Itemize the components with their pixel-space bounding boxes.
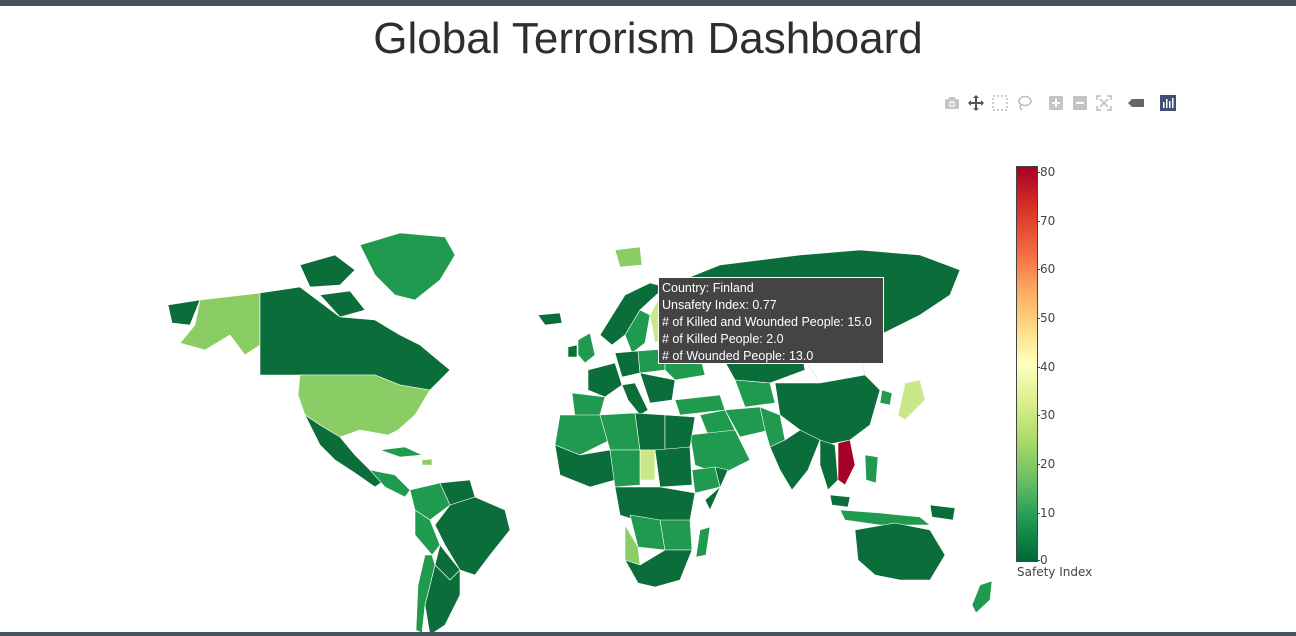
country-somalia	[704, 466, 729, 511]
country-argentina	[424, 564, 461, 635]
country-uk	[577, 332, 596, 364]
country-italy	[621, 382, 649, 416]
country-japan	[897, 379, 926, 421]
colorbar-tick-80: 80	[1036, 165, 1056, 179]
lasso-select-icon[interactable]	[1012, 93, 1036, 113]
country-vietnam	[837, 439, 856, 486]
country-chad	[639, 449, 656, 481]
country-peru	[414, 509, 441, 556]
country-north-africa-west	[554, 414, 611, 456]
plot-modebar	[940, 92, 1180, 114]
tooltip-wounded: # of Wounded People: 13.0	[662, 349, 814, 363]
country-egypt	[664, 414, 696, 451]
colorbar-tick-0: 0	[1037, 553, 1048, 567]
colorbar	[1016, 166, 1038, 562]
country-australia	[854, 522, 946, 581]
bottom-border	[0, 632, 1296, 636]
country-madagascar	[695, 526, 711, 558]
country-sudan	[654, 446, 693, 488]
top-accent-bar	[0, 0, 1296, 6]
tooltip-killed-wounded: # of Killed and Wounded People: 15.0	[662, 315, 872, 329]
colorbar-tick-60: 60	[1036, 262, 1056, 276]
country-png	[929, 504, 956, 521]
country-iceland	[537, 312, 563, 326]
tooltip-unsafety-index: Unsafety Index: 0.77	[662, 298, 777, 312]
hover-tooltip: Country: Finland Unsafety Index: 0.77 # …	[658, 277, 884, 364]
colorbar-tick-50: 50	[1036, 311, 1056, 325]
country-germany	[614, 350, 641, 378]
zoom-out-icon[interactable]	[1068, 93, 1092, 113]
hover-compare-icon[interactable]	[1124, 93, 1148, 113]
colorbar-tick-20: 20	[1036, 457, 1056, 471]
country-saudi-arabia	[689, 429, 751, 476]
country-philippines	[864, 454, 879, 484]
country-korea	[879, 389, 893, 406]
country-chile	[415, 554, 436, 634]
country-sweden	[624, 309, 651, 354]
colorbar-tick-10: 10	[1036, 506, 1056, 520]
country-southern-africa	[624, 549, 693, 588]
country-indonesia	[839, 509, 931, 526]
country-algeria	[599, 412, 641, 451]
box-select-icon[interactable]	[988, 93, 1012, 113]
colorbar-tick-30: 30	[1036, 408, 1056, 422]
country-central-asia	[734, 379, 776, 408]
tooltip-killed: # of Killed People: 2.0	[662, 332, 784, 346]
pan-icon[interactable]	[964, 93, 988, 113]
colorbar-tick-70: 70	[1036, 214, 1056, 228]
country-ireland	[567, 344, 578, 358]
country-alaska-west	[167, 299, 201, 326]
country-china	[774, 374, 881, 446]
country-new-zealand	[971, 580, 993, 614]
colorbar-tick-40: 40	[1036, 360, 1056, 374]
country-central-america	[369, 469, 411, 498]
country-svalbard	[614, 246, 643, 268]
tooltip-country: Country: Finland	[662, 281, 754, 295]
colorbar-title: Safety Index	[1017, 565, 1093, 579]
country-india	[769, 429, 821, 491]
country-cuba	[379, 446, 423, 458]
plotly-logo-icon[interactable]	[1156, 93, 1180, 113]
country-myanmar-thailand	[819, 439, 839, 491]
country-malaysia	[829, 494, 851, 508]
page-title: Global Terrorism Dashboard	[373, 14, 923, 63]
country-canada-islands-2	[319, 290, 366, 318]
country-balkans	[639, 372, 676, 404]
choropleth-map[interactable]	[160, 225, 1020, 635]
country-spain	[571, 392, 606, 418]
country-niger-nigeria	[609, 449, 641, 488]
zoom-in-icon[interactable]	[1044, 93, 1068, 113]
country-france	[587, 362, 623, 398]
camera-icon[interactable]	[940, 93, 964, 113]
country-brazil	[434, 496, 511, 576]
country-greenland	[359, 232, 456, 301]
country-colombia	[409, 482, 451, 521]
country-caribbean	[421, 458, 433, 466]
country-libya	[634, 412, 666, 451]
country-canada-islands	[299, 254, 356, 288]
country-norway	[599, 282, 666, 346]
autoscale-icon[interactable]	[1092, 93, 1116, 113]
country-east-africa	[659, 519, 693, 551]
